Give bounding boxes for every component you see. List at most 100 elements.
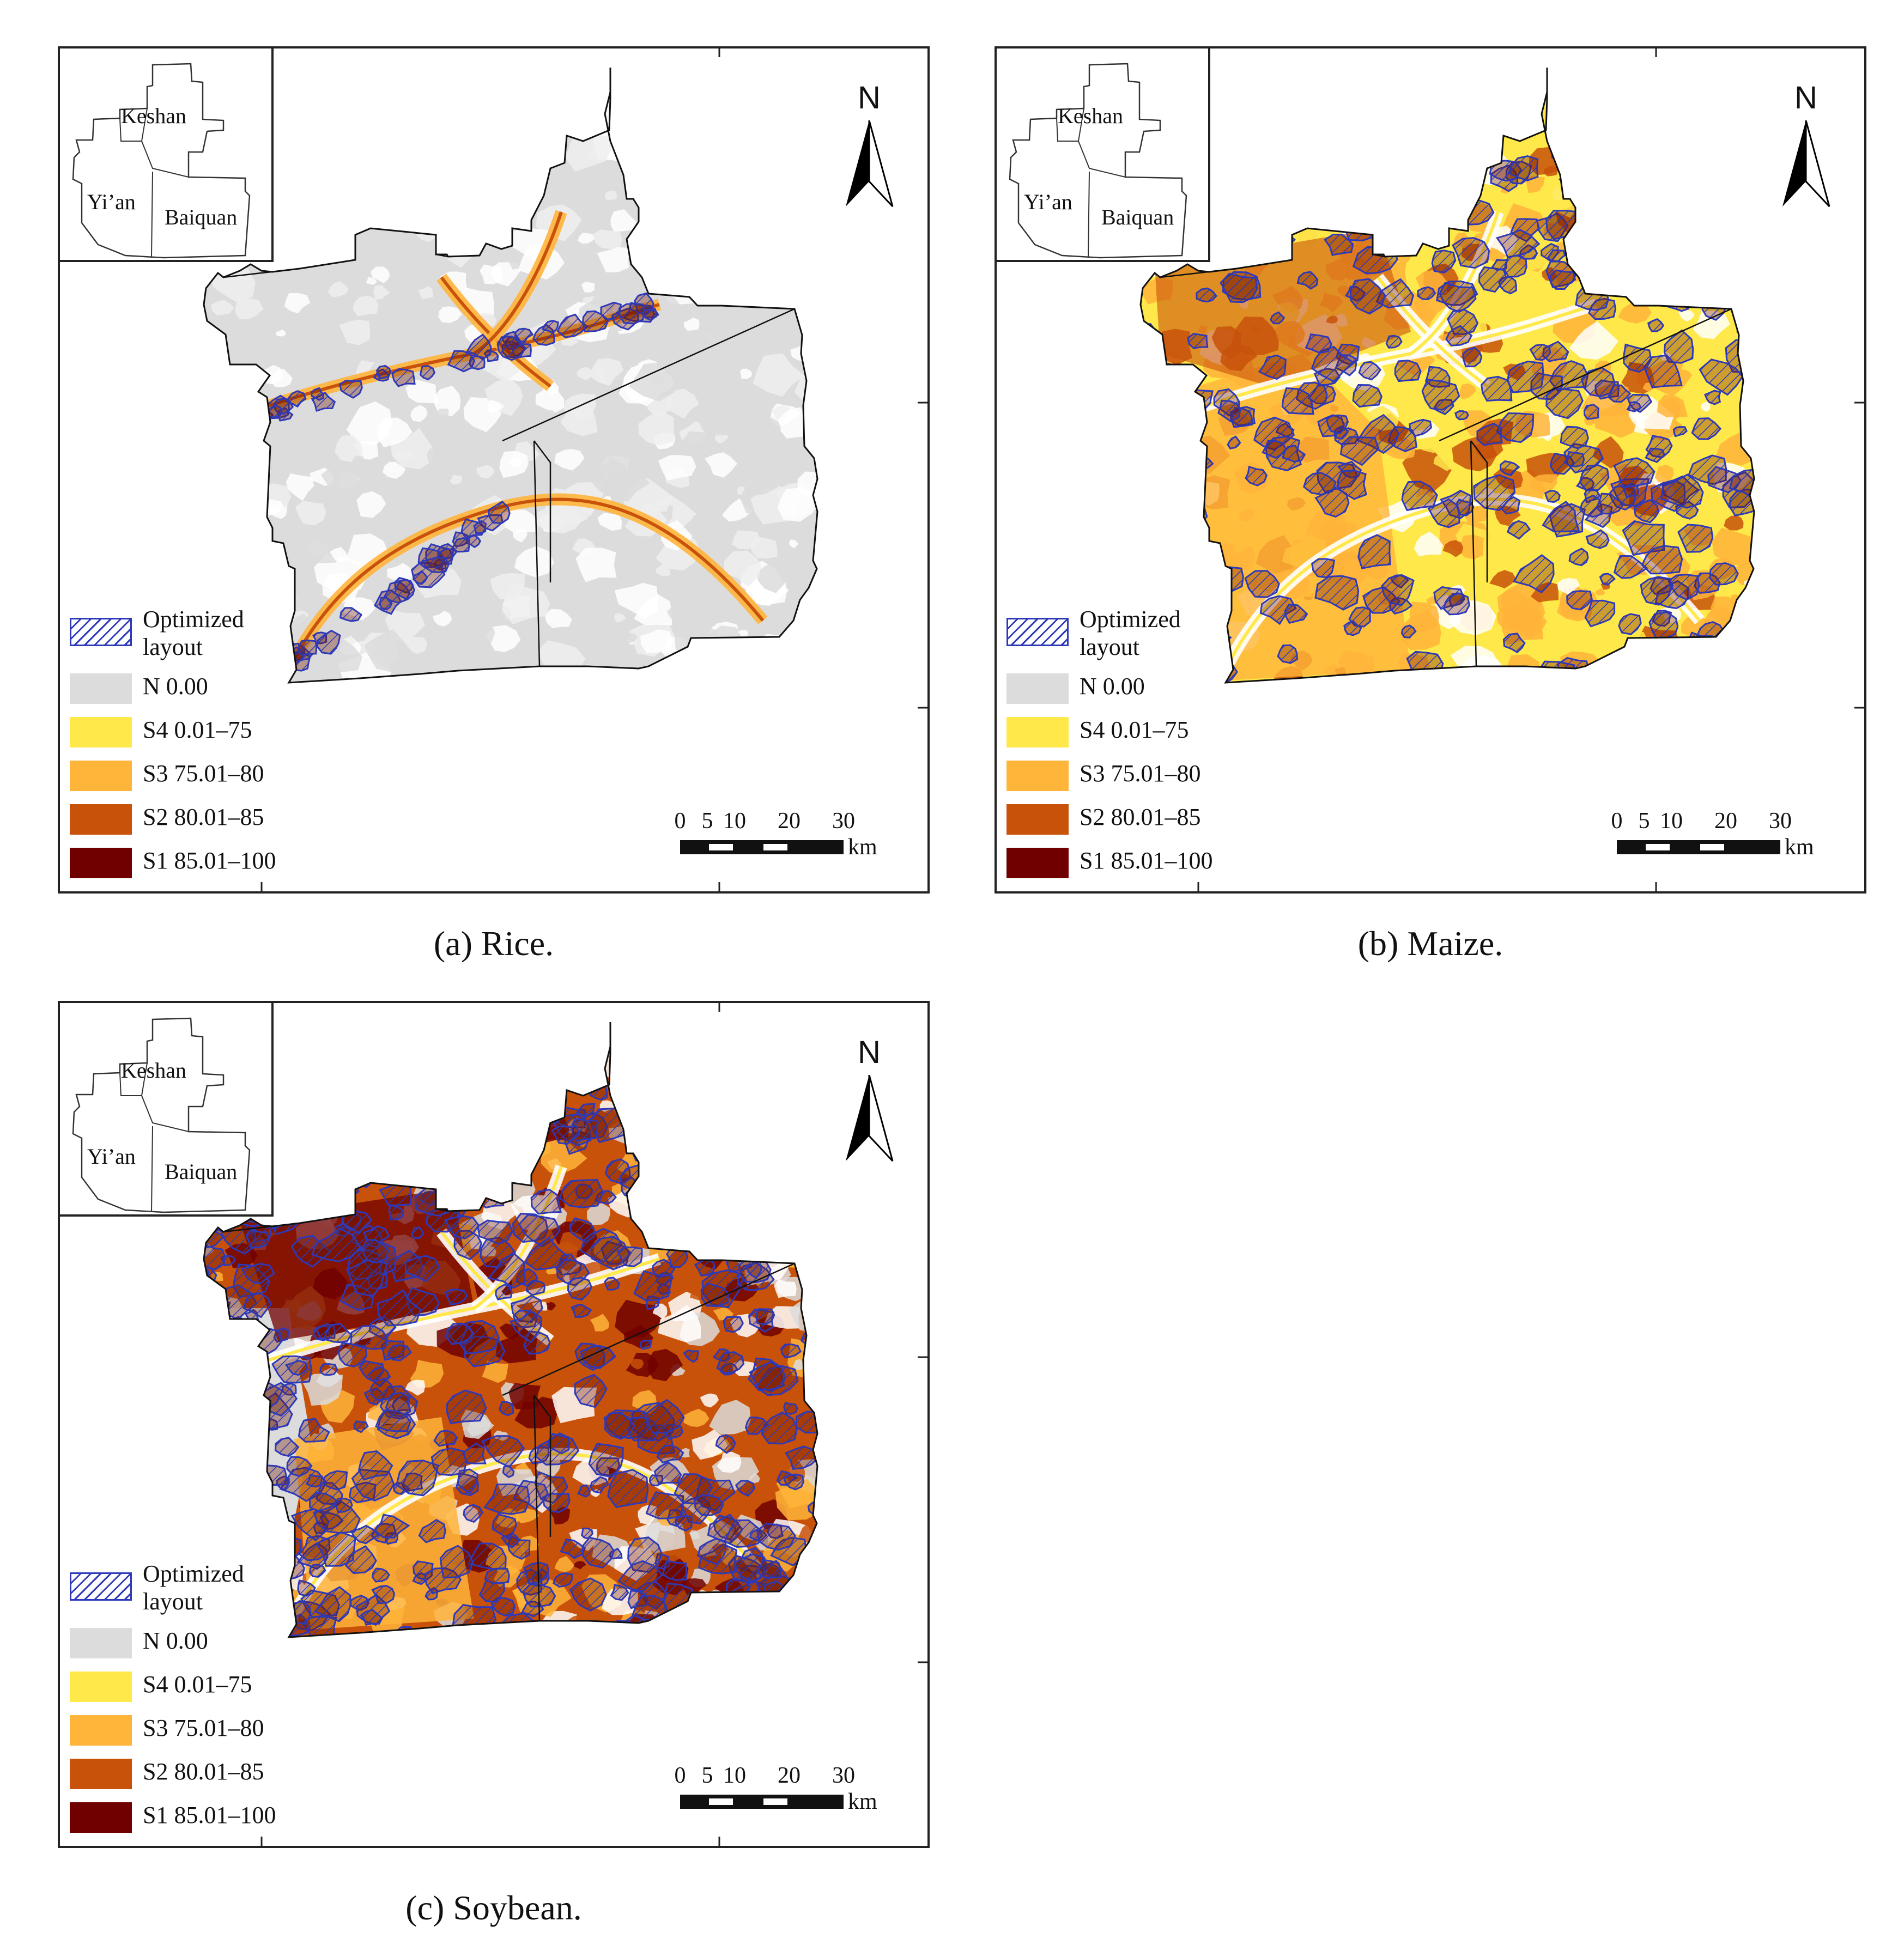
suitability-patch — [681, 145, 701, 163]
scale-tick-label: 0 — [1611, 809, 1623, 834]
map-legend: Optimized layout N 0.00 S4 0.01–75 S3 75.01–… — [66, 606, 317, 885]
suitability-patch — [745, 1189, 768, 1210]
north-arrow: N — [839, 1037, 899, 1168]
suitability-patch — [702, 1589, 726, 1615]
suitability-patch — [1592, 145, 1602, 154]
suitability-patch — [738, 630, 748, 636]
suitability-patch — [1122, 468, 1138, 479]
suitability-patch — [1646, 166, 1667, 179]
suitability-patch — [1680, 637, 1718, 667]
suitability-patch — [742, 1066, 778, 1092]
suitability-patch — [205, 1476, 244, 1506]
suitability-patch — [327, 1139, 344, 1154]
suitability-patch — [339, 139, 355, 153]
suitability-patch — [1721, 124, 1749, 143]
suitability-patch — [262, 384, 278, 397]
suitability-patch — [702, 269, 723, 283]
suitability-patch — [1662, 132, 1714, 169]
suitability-patch — [1724, 515, 1744, 531]
suitability-patch — [1643, 253, 1677, 278]
optimized-layout-patch — [727, 1095, 776, 1123]
suitability-patch — [458, 1199, 468, 1208]
suitability-patch — [771, 154, 786, 165]
optimized-layout-patch — [305, 1474, 323, 1488]
map-legend: Optimized layout N 0.00 S4 0.01–75 S3 75.01–… — [66, 1560, 317, 1839]
scale-tick-label: 10 — [1660, 809, 1683, 834]
suitability-patch — [450, 1028, 495, 1061]
optimized-layout-patch — [214, 1316, 252, 1353]
suitability-patch — [452, 1137, 466, 1148]
optimized-layout-patch — [1580, 367, 1616, 398]
map-legend: Optimized layout N 0.00 S4 0.01–75 S3 75.01–… — [1003, 606, 1254, 885]
optimized-layout-patch — [1258, 148, 1278, 162]
optimized-layout-patch — [559, 1178, 604, 1208]
scale-tick-label: 20 — [1714, 809, 1737, 834]
suitability-patch — [1436, 113, 1471, 139]
legend-item: Optimized layout — [66, 1560, 317, 1621]
optimized-layout-patch — [1401, 481, 1438, 512]
legend-item: S1 85.01–100 — [66, 1796, 317, 1839]
suitability-patch — [382, 461, 406, 479]
suitability-patch — [224, 537, 268, 569]
suitability-patch — [709, 1400, 751, 1435]
optimized-layout-patch — [297, 639, 318, 656]
optimized-layout-patch — [1618, 613, 1642, 635]
suitability-patch — [1711, 172, 1733, 188]
suitability-patch — [1151, 508, 1202, 546]
optimized-layout-patch — [1220, 272, 1258, 303]
optimized-layout-patch — [604, 1277, 620, 1291]
suitability-patch — [533, 86, 580, 125]
suitability-patch — [760, 1132, 783, 1149]
suitability-patch — [740, 368, 753, 379]
optimized-layout-patch — [331, 1087, 375, 1125]
suitability-patch — [510, 137, 536, 160]
optimized-layout-patch — [1466, 118, 1498, 139]
suitability-patch — [335, 435, 363, 463]
suitability-patch — [413, 130, 436, 149]
optimized-layout-patch — [374, 1514, 410, 1539]
suitability-patch — [392, 96, 428, 128]
suitability-patch — [442, 231, 477, 257]
suitability-patch — [298, 1111, 308, 1121]
optimized-layout-patch — [1499, 460, 1520, 477]
optimized-layout-patch — [685, 1232, 701, 1243]
suitability-patch — [235, 297, 264, 320]
optimized-layout-patch — [482, 1149, 510, 1171]
optimized-layout-patch — [1245, 195, 1282, 225]
optimized-layout-patch — [1630, 226, 1649, 242]
suitability-patch — [302, 413, 318, 427]
suitability-patch — [460, 96, 486, 122]
suitability-patch — [264, 499, 284, 515]
legend-item: N 0.00 — [66, 667, 317, 710]
suitability-patch — [320, 463, 360, 498]
optimized-layout-patch — [690, 1134, 720, 1157]
suitability-patch — [454, 230, 472, 247]
legend-item: S3 75.01–80 — [66, 754, 317, 798]
optimized-layout-patch — [204, 1376, 230, 1409]
suitability-patch — [1434, 121, 1459, 141]
suitability-map — [203, 48, 927, 891]
suitability-patch — [458, 1022, 470, 1031]
suitability-patch — [726, 1042, 740, 1054]
suitability-patch — [675, 254, 695, 268]
optimized-layout-patch — [247, 1501, 276, 1521]
optimized-layout-patch — [286, 1456, 313, 1478]
suitability-patch — [438, 1151, 471, 1181]
optimized-layout-patch — [315, 1531, 356, 1567]
suitability-patch — [721, 498, 753, 522]
suitability-patch — [665, 1616, 684, 1631]
optimized-layout-patch — [669, 1184, 715, 1217]
legend-swatch — [70, 848, 132, 878]
optimized-layout-patch — [1709, 562, 1739, 586]
optimized-layout-patch — [1352, 384, 1382, 408]
suitability-patch — [797, 1580, 814, 1593]
suitability-patch — [319, 1389, 355, 1424]
suitability-patch — [318, 1125, 344, 1148]
suitability-patch — [391, 154, 430, 189]
suitability-patch — [183, 1315, 203, 1328]
suitability-patch — [228, 1521, 240, 1529]
optimized-layout-patch — [323, 1323, 353, 1344]
suitability-patch — [348, 1120, 396, 1156]
suitability-patch — [204, 1390, 207, 1406]
legend-label: Optimized layout — [1080, 606, 1181, 660]
